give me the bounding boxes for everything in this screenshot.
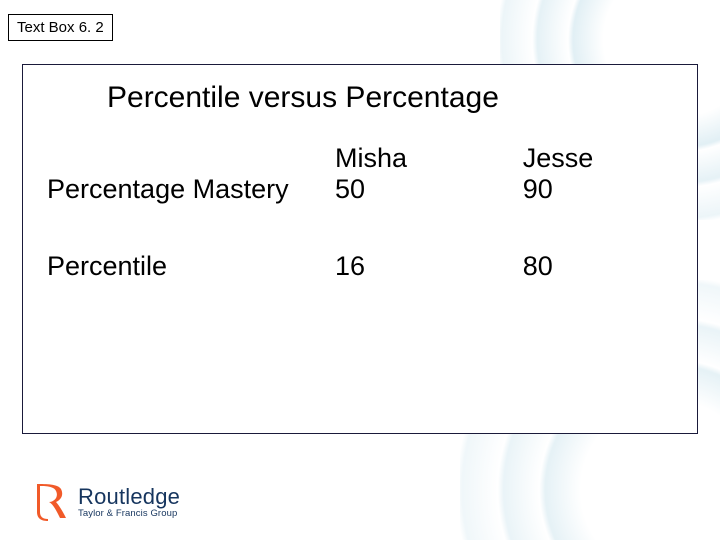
table-row: Percentage Mastery 50 90 bbox=[47, 174, 673, 205]
cell-misha-percentage: 50 bbox=[335, 174, 523, 205]
table-row-spacer bbox=[47, 205, 673, 251]
col-header-misha: Misha bbox=[335, 143, 523, 174]
cell-misha-percentile: 16 bbox=[335, 251, 523, 282]
table-header-row: Misha Jesse bbox=[47, 143, 673, 174]
text-box-caption: Text Box 6. 2 bbox=[8, 14, 113, 41]
publisher-brand: Routledge bbox=[78, 486, 180, 508]
row-label-percentile: Percentile bbox=[47, 251, 335, 282]
cell-jesse-percentage: 90 bbox=[523, 174, 673, 205]
comparison-table: Misha Jesse Percentage Mastery 50 90 Per… bbox=[47, 143, 673, 282]
col-header-jesse: Jesse bbox=[523, 143, 673, 174]
publisher-logo: Routledge Taylor & Francis Group bbox=[34, 482, 180, 522]
cell-jesse-percentile: 80 bbox=[523, 251, 673, 282]
publisher-tagline: Taylor & Francis Group bbox=[78, 508, 180, 519]
table-row: Percentile 16 80 bbox=[47, 251, 673, 282]
routledge-mark-icon bbox=[34, 482, 68, 522]
publisher-logo-text: Routledge Taylor & Francis Group bbox=[78, 486, 180, 519]
content-panel: Percentile versus Percentage Misha Jesse… bbox=[22, 64, 698, 434]
panel-title: Percentile versus Percentage bbox=[107, 81, 673, 115]
row-label-percentage-mastery: Percentage Mastery bbox=[47, 174, 335, 205]
